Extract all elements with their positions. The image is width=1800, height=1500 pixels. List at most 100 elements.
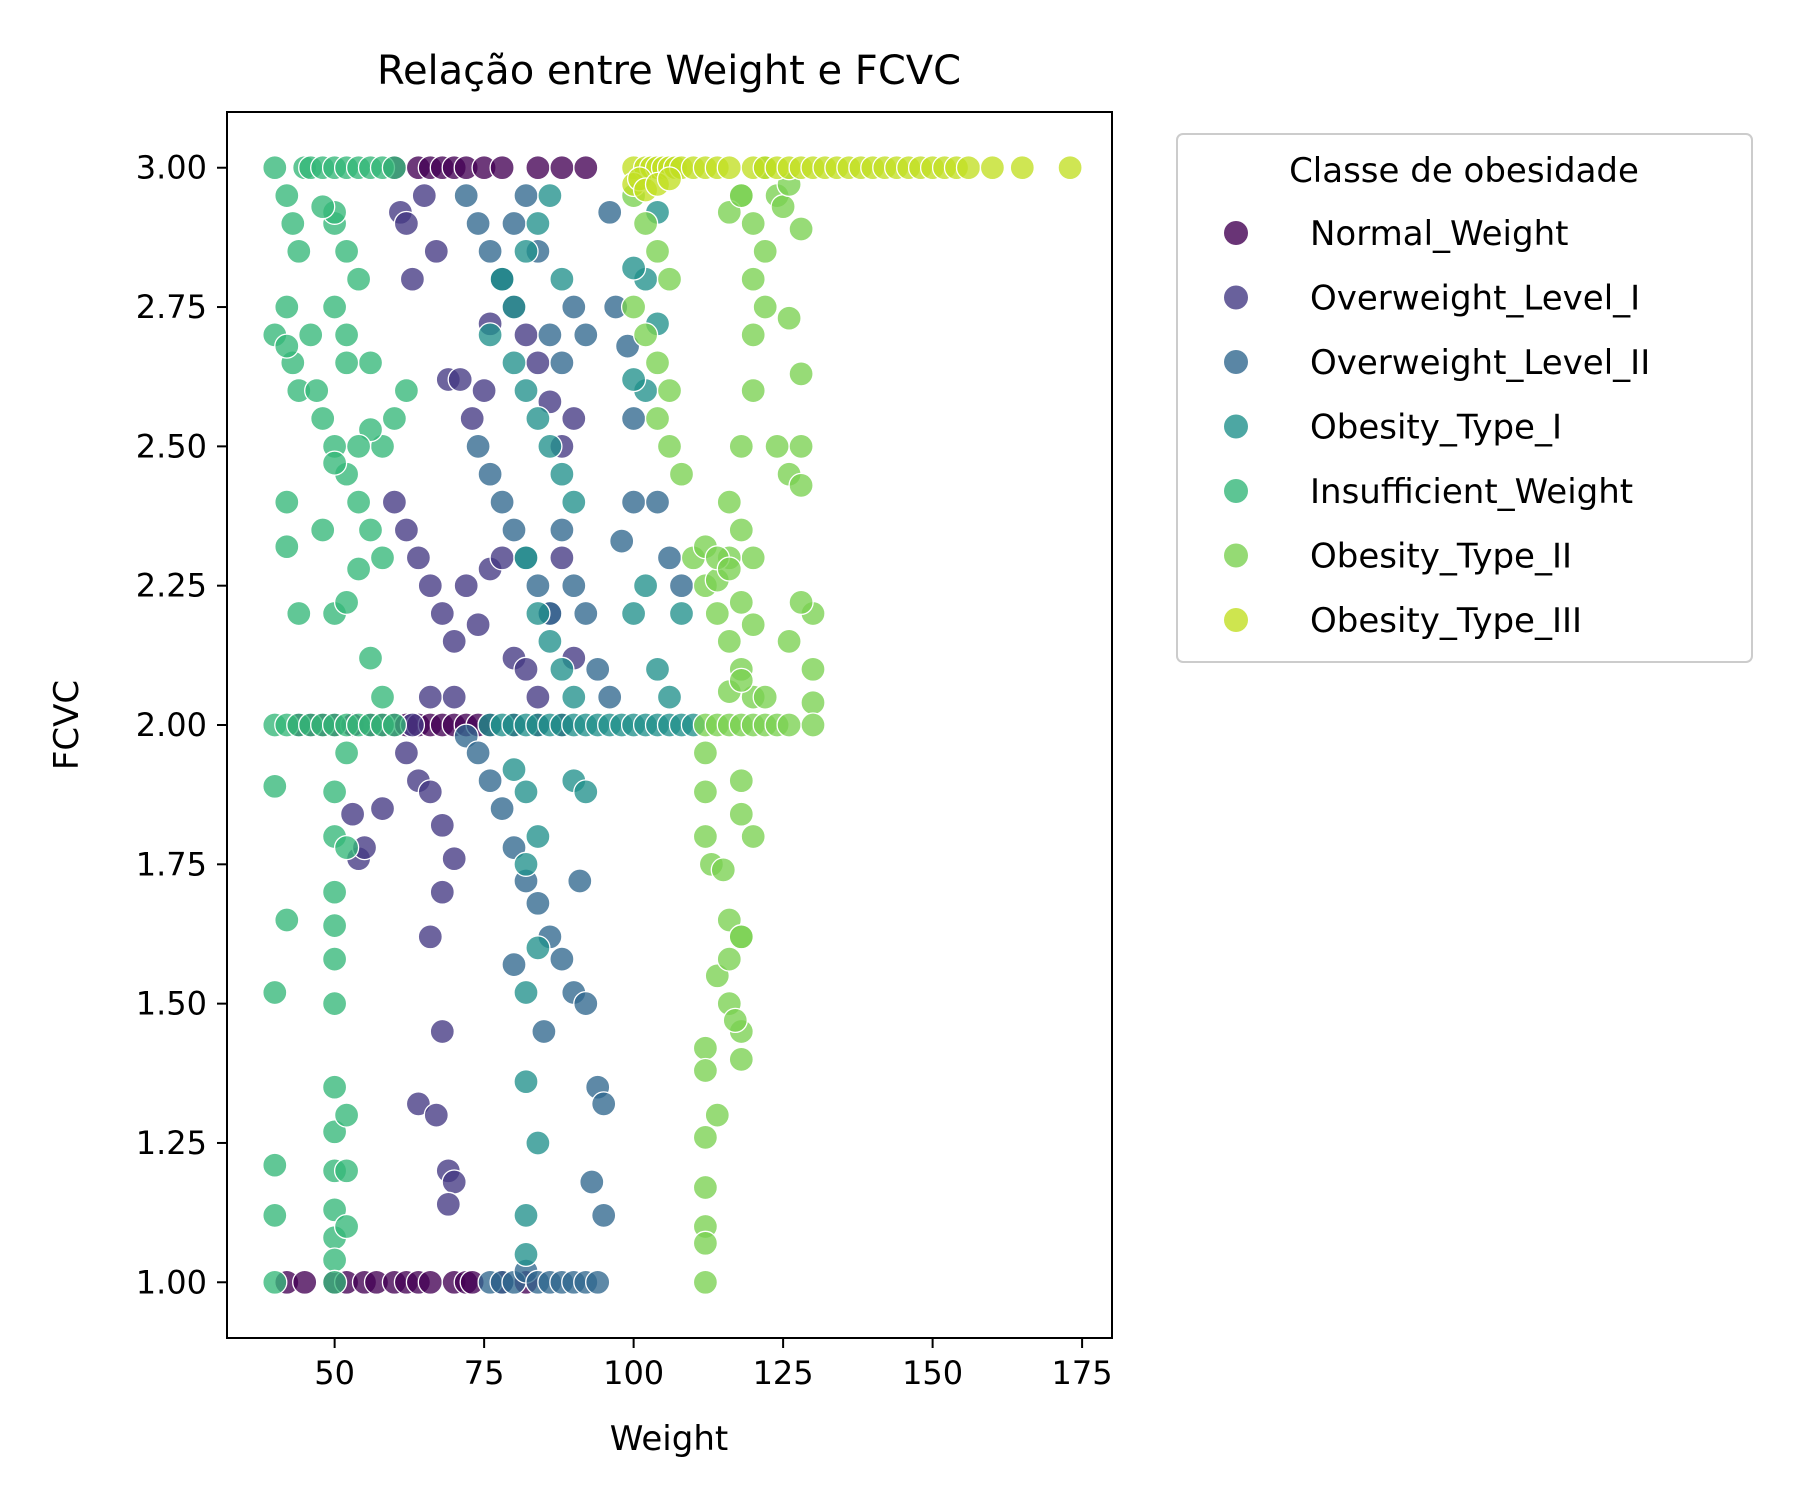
data-point bbox=[393, 517, 420, 543]
data-point bbox=[752, 684, 778, 710]
data-point bbox=[321, 1074, 348, 1100]
data-point bbox=[525, 405, 551, 432]
data-point bbox=[776, 712, 802, 738]
data-point bbox=[597, 199, 623, 225]
data-point bbox=[321, 946, 348, 972]
data-point bbox=[333, 834, 360, 861]
data-point bbox=[417, 924, 443, 950]
data-point bbox=[752, 294, 778, 320]
data-point bbox=[489, 795, 515, 822]
data-point bbox=[465, 740, 491, 766]
data-point bbox=[393, 377, 420, 404]
data-point bbox=[585, 1269, 611, 1295]
data-point bbox=[357, 350, 384, 376]
data-point bbox=[800, 656, 826, 682]
data-point bbox=[441, 1169, 467, 1195]
data-point bbox=[800, 712, 826, 738]
data-point bbox=[525, 155, 551, 181]
data-point bbox=[513, 851, 539, 877]
data-point bbox=[692, 740, 719, 766]
data-point bbox=[716, 489, 742, 515]
data-point bbox=[704, 1102, 730, 1128]
data-point bbox=[274, 182, 300, 209]
data-point bbox=[459, 405, 485, 432]
data-point bbox=[740, 545, 766, 571]
data-point bbox=[513, 1241, 539, 1268]
data-point bbox=[513, 656, 539, 682]
data-point bbox=[369, 795, 396, 822]
data-point bbox=[399, 266, 426, 292]
data-point bbox=[692, 779, 719, 805]
data-point bbox=[644, 489, 671, 515]
data-point bbox=[441, 846, 467, 872]
data-point bbox=[740, 823, 766, 850]
legend-label: Normal_Weight bbox=[1310, 214, 1568, 254]
data-point bbox=[381, 489, 408, 515]
data-point bbox=[537, 182, 563, 209]
data-point bbox=[423, 1102, 449, 1128]
data-point bbox=[979, 155, 1006, 181]
data-point bbox=[692, 1035, 719, 1061]
data-point bbox=[549, 656, 575, 682]
data-point bbox=[405, 1091, 432, 1117]
data-point bbox=[716, 155, 742, 181]
legend-marker bbox=[1224, 350, 1248, 374]
data-point bbox=[728, 1046, 754, 1073]
points-layer bbox=[262, 155, 1083, 1295]
data-point bbox=[573, 322, 599, 348]
data-point bbox=[573, 779, 599, 805]
data-point bbox=[453, 182, 479, 209]
data-point bbox=[262, 155, 288, 181]
data-point bbox=[740, 612, 766, 638]
data-point bbox=[345, 556, 372, 582]
data-point bbox=[549, 545, 575, 571]
data-point bbox=[274, 333, 300, 359]
data-point bbox=[1009, 155, 1035, 181]
data-point bbox=[417, 573, 443, 599]
data-point bbox=[692, 1124, 719, 1151]
data-point bbox=[710, 857, 736, 883]
legend-marker bbox=[1224, 414, 1248, 439]
data-point bbox=[369, 684, 396, 710]
legend-label: Insufficient_Weight bbox=[1310, 472, 1633, 512]
data-point bbox=[728, 182, 754, 209]
data-point bbox=[549, 517, 575, 543]
data-point bbox=[656, 684, 683, 710]
data-point bbox=[537, 322, 563, 348]
data-point bbox=[321, 450, 348, 476]
legend: Classe de obesidade Normal_Weight Overwei… bbox=[1176, 133, 1753, 663]
data-point bbox=[656, 377, 683, 404]
data-point bbox=[644, 656, 671, 682]
data-point bbox=[788, 472, 814, 499]
data-point bbox=[423, 238, 449, 264]
data-point bbox=[728, 433, 754, 460]
data-point bbox=[776, 305, 802, 331]
data-point bbox=[333, 740, 360, 766]
legend-label: Obesity_Type_I bbox=[1310, 408, 1562, 448]
data-point bbox=[728, 768, 754, 794]
data-point bbox=[477, 461, 503, 487]
data-point bbox=[429, 600, 455, 627]
legend-marker bbox=[1224, 479, 1248, 503]
data-point bbox=[447, 366, 473, 393]
chart-title: Relação entre Weight e FCVC bbox=[377, 48, 961, 94]
data-point bbox=[644, 405, 671, 432]
data-point bbox=[513, 238, 539, 264]
data-point bbox=[549, 461, 575, 487]
data-point bbox=[955, 155, 982, 181]
y-tick-label: 1.25 bbox=[136, 1124, 207, 1162]
data-point bbox=[310, 405, 336, 432]
data-point bbox=[788, 361, 814, 387]
data-point bbox=[525, 823, 551, 850]
data-point bbox=[339, 801, 366, 827]
data-point bbox=[668, 461, 695, 487]
data-point bbox=[692, 823, 719, 850]
data-point bbox=[310, 194, 336, 220]
data-point bbox=[692, 1057, 719, 1084]
data-point bbox=[489, 545, 515, 571]
data-point bbox=[417, 1269, 443, 1295]
data-point bbox=[393, 210, 420, 237]
data-point bbox=[501, 517, 527, 543]
y-axis-title: FCVC bbox=[47, 680, 87, 770]
data-point bbox=[632, 573, 659, 599]
